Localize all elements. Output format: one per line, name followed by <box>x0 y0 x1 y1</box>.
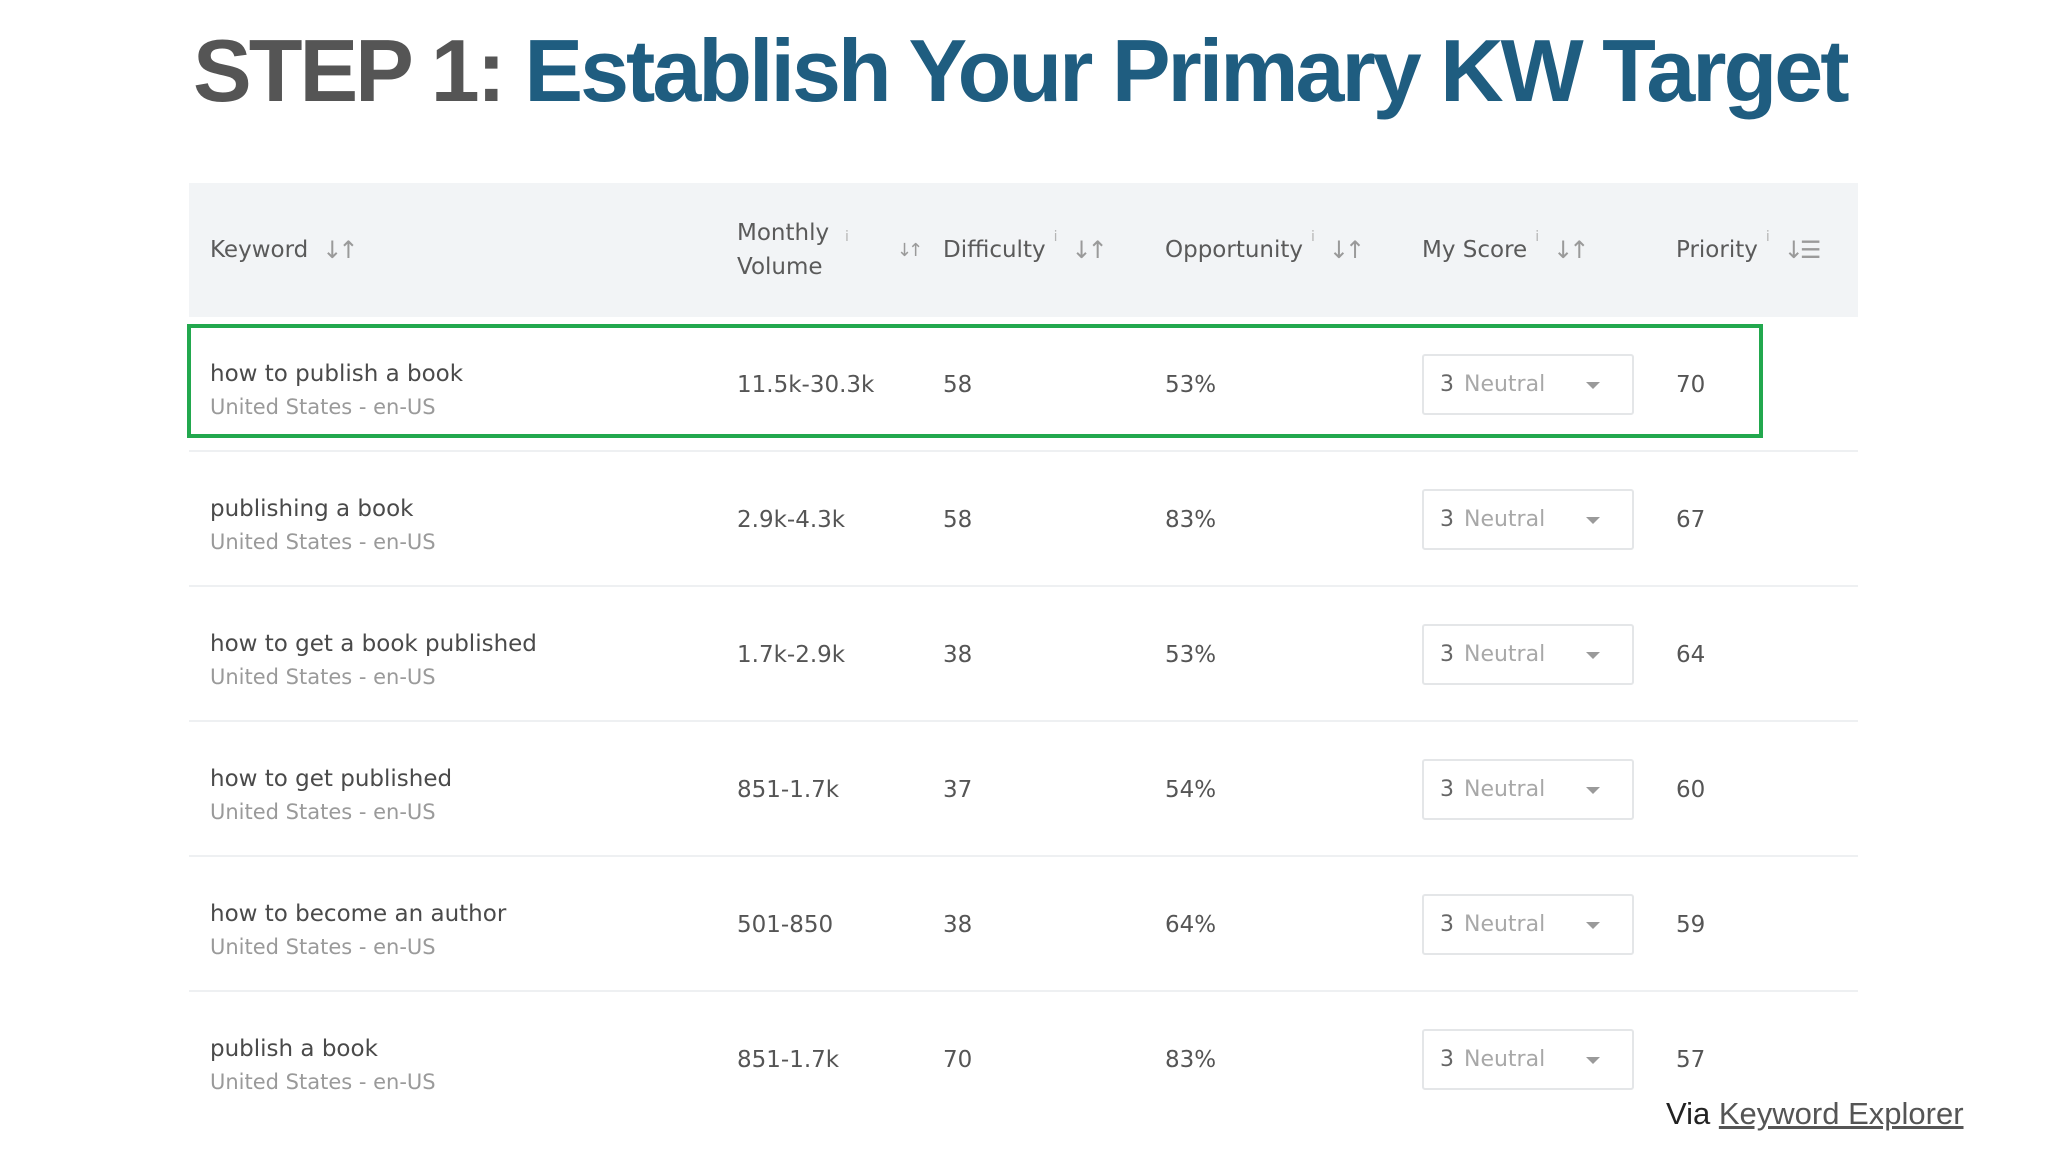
opportunity-header-label: Opportunity <box>1165 237 1304 263</box>
score-number: 3 <box>1440 372 1454 397</box>
score-label: Neutral <box>1464 777 1546 802</box>
my-score-select[interactable]: 3 Neutral <box>1422 1029 1634 1090</box>
monthly-volume: 851-1.7k <box>737 1046 840 1073</box>
table-header: Keyword ↓↑ Monthly Volume i ↓↑ Difficult… <box>189 183 1858 317</box>
my-score-header-label: My Score <box>1422 237 1528 263</box>
priority-value: 64 <box>1676 641 1706 668</box>
monthly-volume: 851-1.7k <box>737 776 840 803</box>
monthly-volume: 11.5k-30.3k <box>737 371 875 398</box>
keyword-text: how to get published <box>210 766 453 792</box>
keyword-locale: United States - en-US <box>210 395 436 419</box>
sort-arrows-icon[interactable]: ↓↑ <box>1553 236 1589 264</box>
info-icon[interactable]: i <box>1535 229 1540 245</box>
sort-arrows-icon[interactable]: ↓↑ <box>1328 236 1365 264</box>
priority-value: 59 <box>1676 911 1706 938</box>
table-row: how to get a book published United State… <box>189 587 1858 722</box>
opportunity-value: 53% <box>1165 371 1217 398</box>
table-row: how to get published United States - en-… <box>189 722 1858 857</box>
keyword-explorer-link[interactable]: Keyword Explorer <box>1718 1096 1964 1131</box>
my-score-select[interactable]: 3 Neutral <box>1422 894 1634 955</box>
score-label: Neutral <box>1464 1047 1546 1072</box>
keyword-locale: United States - en-US <box>210 530 436 554</box>
priority-value: 70 <box>1676 371 1706 398</box>
difficulty-value: 38 <box>943 911 973 938</box>
table-row: publish a book United States - en-US 851… <box>189 992 1858 1127</box>
chevron-down-icon <box>1586 517 1600 524</box>
info-icon[interactable]: i <box>845 229 849 245</box>
difficulty-value: 37 <box>943 776 973 803</box>
opportunity-value: 54% <box>1165 776 1217 803</box>
sort-arrows-icon[interactable]: ↓↑ <box>322 236 358 264</box>
column-header-keyword[interactable]: Keyword ↓↑ <box>210 183 358 317</box>
sort-descending-icon[interactable]: ↓☰ <box>1783 236 1822 264</box>
opportunity-value: 53% <box>1165 641 1217 668</box>
step-heading: Establish Your Primary KW Target <box>524 21 1849 120</box>
score-number: 3 <box>1440 507 1454 532</box>
info-icon[interactable]: i <box>1765 229 1770 245</box>
info-icon[interactable]: i <box>1053 229 1058 245</box>
keyword-text: publishing a book <box>210 496 414 522</box>
step-prefix: STEP 1: <box>193 21 525 120</box>
my-score-select[interactable]: 3 Neutral <box>1422 759 1634 820</box>
keyword-text: how to get a book published <box>210 631 537 657</box>
column-header-volume[interactable]: Monthly Volume i ↓↑ <box>737 183 923 317</box>
volume-header-label: Monthly Volume <box>737 220 830 280</box>
table-row: publishing a book United States - en-US … <box>189 452 1858 587</box>
priority-value: 60 <box>1676 776 1706 803</box>
sort-arrows-icon[interactable]: ↓↑ <box>896 239 923 261</box>
keyword-locale: United States - en-US <box>210 1070 436 1094</box>
keyword-text: publish a book <box>210 1036 378 1062</box>
my-score-select[interactable]: 3 Neutral <box>1422 354 1634 415</box>
keyword-text: how to publish a book <box>210 361 464 387</box>
score-number: 3 <box>1440 1047 1454 1072</box>
score-label: Neutral <box>1464 642 1546 667</box>
score-number: 3 <box>1440 642 1454 667</box>
column-header-priority[interactable]: Priority i ↓☰ <box>1676 183 1822 317</box>
priority-header-label: Priority <box>1676 237 1758 263</box>
source-credit: Via Keyword Explorer <box>1666 1096 1964 1132</box>
score-number: 3 <box>1440 777 1454 802</box>
slide-title: STEP 1: Establish Your Primary KW Target <box>193 16 1893 126</box>
keyword-text: how to become an author <box>210 901 507 927</box>
column-header-difficulty[interactable]: Difficulty i ↓↑ <box>943 183 1108 317</box>
chevron-down-icon <box>1586 922 1600 929</box>
monthly-volume: 1.7k-2.9k <box>737 641 846 668</box>
difficulty-value: 70 <box>943 1046 973 1073</box>
keyword-locale: United States - en-US <box>210 665 436 689</box>
table-row: how to become an author United States - … <box>189 857 1858 992</box>
my-score-select[interactable]: 3 Neutral <box>1422 624 1634 685</box>
difficulty-header-label: Difficulty <box>943 237 1046 263</box>
opportunity-value: 83% <box>1165 506 1217 533</box>
monthly-volume: 2.9k-4.3k <box>737 506 846 533</box>
score-label: Neutral <box>1464 912 1546 937</box>
keyword-table: Keyword ↓↑ Monthly Volume i ↓↑ Difficult… <box>189 183 1858 1153</box>
chevron-down-icon <box>1586 1057 1600 1064</box>
table-row: how to publish a book United States - en… <box>189 317 1858 452</box>
chevron-down-icon <box>1586 382 1600 389</box>
priority-value: 57 <box>1676 1046 1706 1073</box>
my-score-select[interactable]: 3 Neutral <box>1422 489 1634 550</box>
priority-value: 67 <box>1676 506 1706 533</box>
via-label: Via <box>1666 1096 1719 1131</box>
difficulty-value: 38 <box>943 641 973 668</box>
column-header-my-score[interactable]: My Score i ↓↑ <box>1422 183 1589 317</box>
difficulty-value: 58 <box>943 506 973 533</box>
chevron-down-icon <box>1586 787 1600 794</box>
keyword-header-label: Keyword <box>210 237 309 263</box>
info-icon[interactable]: i <box>1311 229 1315 245</box>
opportunity-value: 83% <box>1165 1046 1217 1073</box>
score-label: Neutral <box>1464 372 1546 397</box>
difficulty-value: 58 <box>943 371 973 398</box>
score-label: Neutral <box>1464 507 1546 532</box>
sort-arrows-icon[interactable]: ↓↑ <box>1071 236 1107 264</box>
score-number: 3 <box>1440 912 1454 937</box>
chevron-down-icon <box>1586 652 1600 659</box>
column-header-opportunity[interactable]: Opportunity i ↓↑ <box>1165 183 1365 317</box>
keyword-locale: United States - en-US <box>210 800 436 824</box>
opportunity-value: 64% <box>1165 911 1217 938</box>
keyword-locale: United States - en-US <box>210 935 436 959</box>
monthly-volume: 501-850 <box>737 911 834 938</box>
